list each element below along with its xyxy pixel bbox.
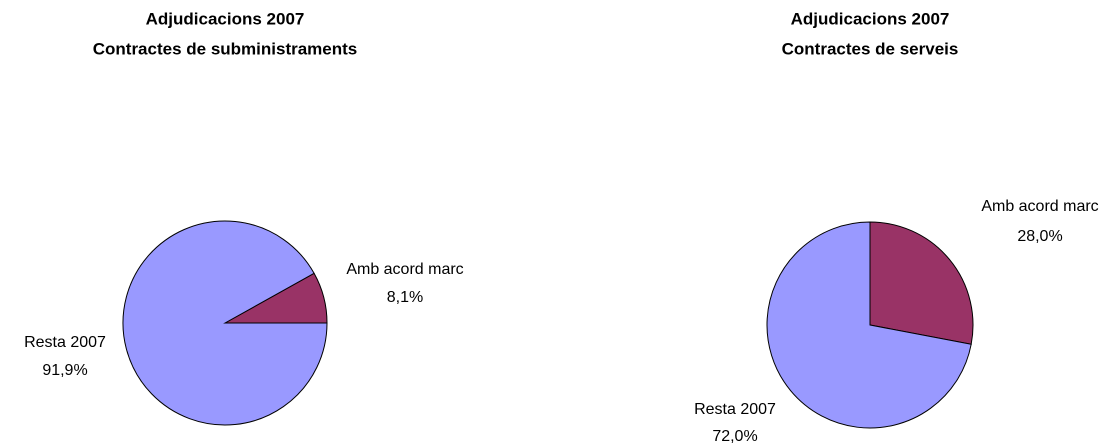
pie-slice [122,220,328,426]
pie-slice [869,221,974,345]
chart-subtitle: Contractes de subministraments [93,39,358,58]
slice-label: Resta 2007 [24,334,106,351]
slice-label: Resta 2007 [694,401,776,418]
slice-value: 8,1% [387,289,423,306]
slice-value: 72,0% [712,428,757,445]
slice-value: 28,0% [1017,228,1062,245]
slice-label: Amb acord marc [981,198,1098,215]
slice-label: Amb acord marc [346,261,463,278]
chart-title: Adjudicacions 2007 [146,9,305,28]
chart-title: Adjudicacions 2007 [791,9,950,28]
chart-subtitle: Contractes de serveis [782,39,959,58]
pie-slice [766,221,972,429]
slice-value: 91,9% [42,362,87,379]
